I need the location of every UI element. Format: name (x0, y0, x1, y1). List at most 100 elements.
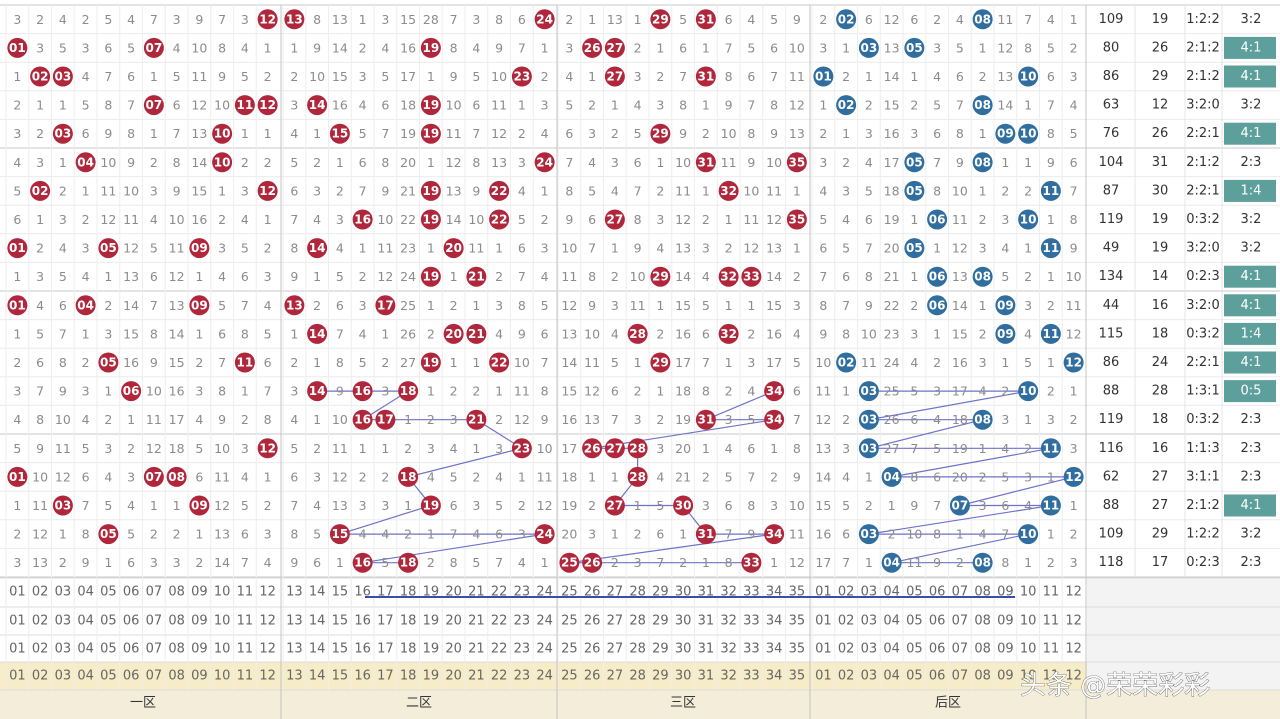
miss-count: 4 (241, 212, 249, 227)
miss-count: 2 (36, 241, 44, 256)
red-ball (352, 381, 373, 402)
miss-count: 15 (123, 326, 139, 341)
miss-count: 6 (59, 298, 67, 313)
cells: 3 2 4 2 5 4 7 3 9 7 3 12 13 8 13 1 3 15 28 7 3 8 6 24 2 1 13 1 29 5 31… (7, 9, 1276, 684)
red-ball (7, 37, 28, 58)
ball-number: 27 (607, 70, 624, 84)
miss-count: 1 (313, 355, 321, 370)
miss-count: 7 (82, 498, 90, 513)
ball-number: 19 (423, 213, 440, 227)
stat-odd-even: 1:4 (1241, 183, 1262, 198)
ball-number: 09 (191, 241, 208, 255)
blue-ball (904, 180, 925, 201)
red-ball (559, 552, 580, 573)
number-label: 01 (815, 669, 832, 684)
ball-number: 04 (883, 470, 900, 484)
miss-count: 11 (491, 98, 507, 113)
ball-number: 21 (468, 413, 485, 427)
miss-count: 4 (218, 269, 226, 284)
miss-count: 8 (933, 183, 941, 198)
miss-count: 7 (956, 98, 964, 113)
ball-number: 02 (32, 184, 49, 198)
red-ball (489, 180, 510, 201)
miss-count: 3 (336, 212, 344, 227)
miss-count: 7 (472, 126, 480, 141)
blue-ball (1018, 66, 1039, 87)
miss-count: 12 (514, 412, 530, 427)
miss-count: 9 (150, 355, 158, 370)
miss-count: 8 (793, 441, 801, 456)
miss-count: 1 (702, 183, 710, 198)
miss-count: 10 (468, 212, 484, 227)
ball-number: 26 (584, 41, 601, 55)
ball-number: 01 (9, 241, 26, 255)
miss-count: 16 (123, 355, 139, 370)
miss-count: 7 (1047, 98, 1055, 113)
number-label: 03 (861, 642, 878, 657)
miss-count: 12 (997, 40, 1013, 55)
blue-ball (972, 552, 993, 573)
miss-count: 3 (359, 498, 367, 513)
number-label: 12 (259, 585, 276, 600)
red-ball (650, 266, 671, 287)
miss-count: 11 (32, 498, 48, 513)
miss-count: 11 (997, 12, 1013, 27)
miss-count: 2 (842, 69, 850, 84)
red-ball (534, 152, 555, 173)
miss-count: 5 (359, 126, 367, 141)
miss-count: 2 (1047, 298, 1055, 313)
trend-line (868, 390, 1074, 564)
number-label: 10 (214, 614, 231, 629)
miss-count: 6 (842, 527, 850, 542)
miss-count: 8 (495, 12, 503, 27)
miss-count: 13 (584, 412, 600, 427)
miss-count: 12 (766, 212, 782, 227)
miss-count: 11 (906, 555, 922, 570)
ball-number: 26 (584, 556, 601, 570)
miss-count: 1 (611, 469, 619, 484)
ball-number: 05 (906, 184, 923, 198)
miss-count: 11 (514, 384, 530, 399)
miss-count: 1 (495, 241, 503, 256)
miss-count: 13 (491, 155, 507, 170)
miss-count: 9 (933, 555, 941, 570)
miss-count: 8 (150, 326, 158, 341)
stat-zones: 0:2:3 (1186, 555, 1220, 570)
miss-count: 3 (359, 69, 367, 84)
miss-count: 1 (495, 384, 503, 399)
red-ball (443, 323, 464, 344)
number-label: 02 (32, 642, 49, 657)
number-label: 32 (720, 642, 737, 657)
miss-count: 1 (264, 40, 272, 55)
ball-number: 28 (629, 327, 646, 341)
number-label: 11 (1043, 585, 1060, 600)
red-ball (420, 37, 441, 58)
miss-count: 9 (565, 212, 573, 227)
miss-count: 1 (979, 126, 987, 141)
miss-count: 8 (634, 212, 642, 227)
miss-count: 7 (241, 298, 249, 313)
miss-count: 3 (290, 384, 298, 399)
red-ball (786, 152, 807, 173)
miss-count: 1 (1070, 12, 1078, 27)
miss-count: 4 (381, 527, 389, 542)
red-ball (284, 9, 305, 30)
red-ball (75, 295, 96, 316)
miss-count: 1 (656, 40, 664, 55)
miss-count: 3 (59, 212, 67, 227)
miss-count: 1 (634, 498, 642, 513)
ball-number: 01 (815, 70, 832, 84)
red-ball (604, 438, 625, 459)
miss-count: 7 (59, 326, 67, 341)
miss-count: 16 (884, 126, 900, 141)
number-label: 15 (332, 585, 349, 600)
ball-number: 08 (974, 413, 991, 427)
miss-count: 2 (313, 441, 321, 456)
miss-count: 7 (1070, 183, 1078, 198)
miss-count: 3 (1070, 69, 1078, 84)
stat-odd-even: 2:3 (1241, 155, 1262, 170)
miss-count: 11 (191, 69, 207, 84)
miss-count: 7 (495, 555, 503, 570)
stat-highlight (1224, 380, 1276, 403)
miss-count: 2 (979, 469, 987, 484)
